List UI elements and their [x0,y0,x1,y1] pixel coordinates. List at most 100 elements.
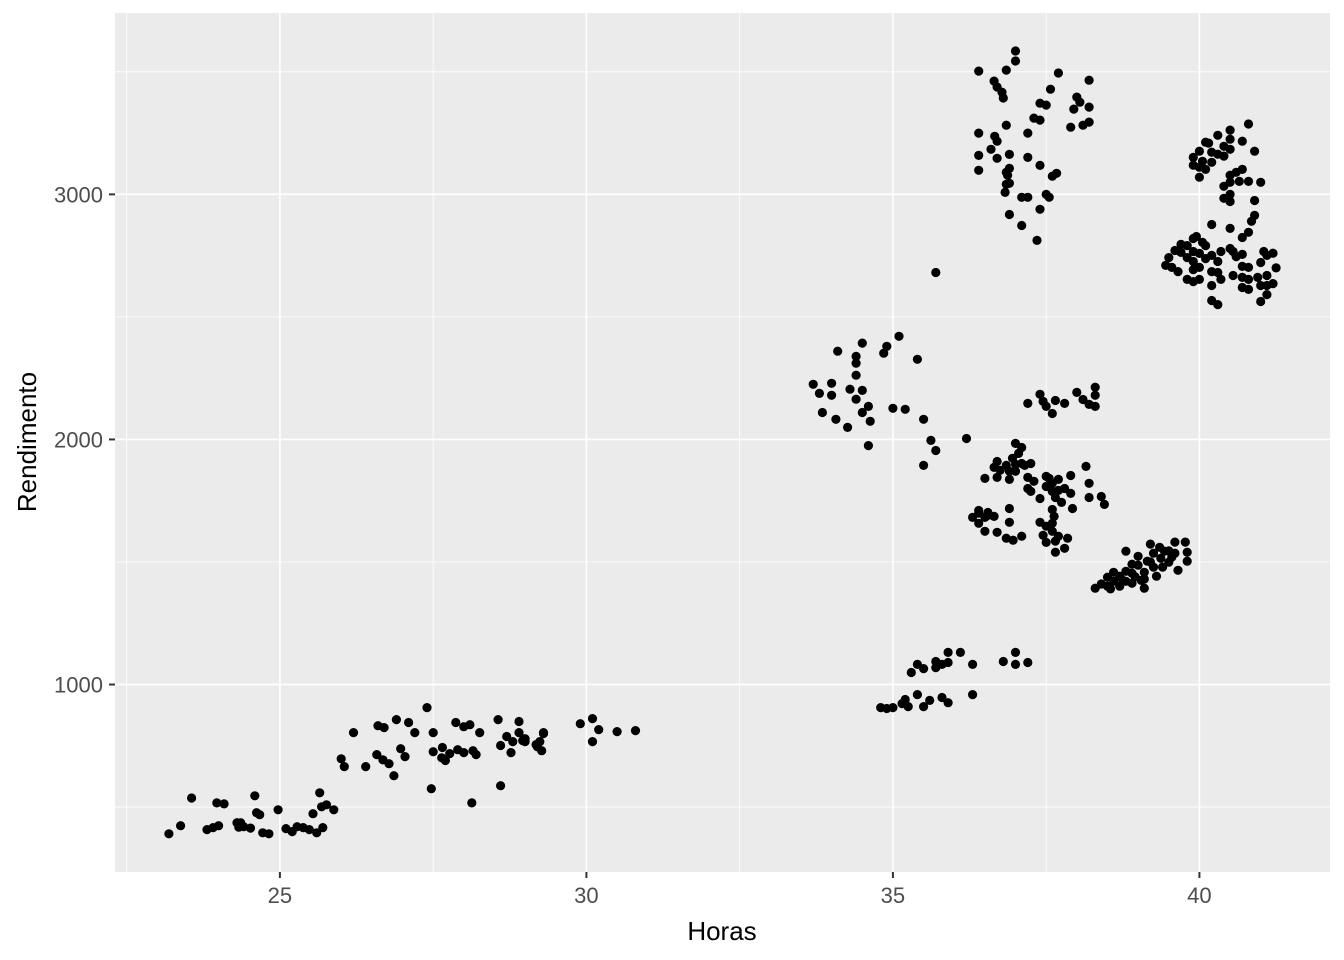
data-point [1053,531,1063,541]
data-point [1216,246,1226,257]
data-point [1188,256,1198,267]
data-point [475,728,485,738]
data-point [1035,115,1045,125]
data-point [1004,517,1015,527]
data-point [538,728,549,739]
data-point [440,755,450,766]
data-point [1262,270,1272,281]
data-point [906,667,916,678]
data-point [1084,478,1094,488]
x-axis-title: Horas [687,916,756,946]
data-point [1228,270,1238,281]
data-point [1194,274,1204,284]
data-point [1014,448,1024,458]
data-point [943,647,953,658]
data-point [1170,548,1180,558]
data-point [264,829,274,839]
y-tick-label: 2000 [54,427,103,452]
data-point [506,748,516,758]
data-point [974,128,984,138]
data-point [1081,461,1091,471]
data-point [1078,120,1088,130]
data-point [1256,177,1266,187]
data-point [396,744,406,754]
major-gridlines [115,13,1330,872]
data-point [1243,262,1254,272]
data-point [329,805,339,815]
data-point [1207,157,1217,167]
data-point [391,715,401,725]
y-tick-label: 3000 [54,182,103,207]
data-point [1026,458,1036,469]
data-point [1017,531,1027,541]
data-point [1023,152,1033,162]
data-point [943,698,953,708]
data-point [459,748,469,758]
data-point [1246,216,1257,226]
data-point [1008,535,1018,545]
data-point [1045,84,1056,94]
data-point [986,144,996,154]
data-point [900,404,910,414]
data-point [1096,491,1106,502]
data-point [1050,547,1060,557]
data-point [304,825,314,835]
data-point [1256,257,1266,268]
data-point [857,407,867,418]
data-point [992,527,1002,537]
data-point [1256,296,1266,307]
data-point [1225,196,1235,207]
data-point [1029,476,1039,486]
data-point [857,338,867,348]
data-point [400,752,410,762]
data-point [1213,300,1223,310]
data-point [1207,250,1217,260]
data-point [422,703,432,713]
y-tick-label: 1000 [54,673,103,698]
x-tick-label: 35 [881,883,905,908]
data-point [445,749,455,759]
data-point [1069,104,1079,114]
data-point [404,717,414,728]
data-point [255,810,265,820]
data-point [1225,134,1235,144]
data-point [1035,160,1045,170]
data-point [1017,220,1027,231]
data-point [532,742,543,752]
data-point [919,460,929,470]
data-point [1010,647,1021,658]
data-point [1047,526,1057,536]
data-point [514,728,524,738]
data-point [1084,102,1094,112]
data-point [831,414,841,424]
data-point [212,798,222,808]
data-point [1056,497,1067,507]
data-point [980,526,990,536]
data-point [1182,241,1192,251]
data-point [1049,511,1059,521]
data-point [919,702,929,712]
data-point [336,754,346,764]
data-point [1010,659,1021,670]
data-point [1084,75,1094,85]
data-point [467,798,477,808]
data-point [1201,241,1211,251]
data-point [575,719,585,729]
data-point [1201,164,1211,174]
data-point [1225,223,1235,233]
data-point [250,791,260,801]
data-point [1243,284,1254,294]
data-point [1182,556,1192,566]
data-point [843,422,853,432]
data-point [888,703,898,713]
data-point [1194,146,1204,156]
data-point [214,821,224,831]
data-point [879,348,889,358]
data-point [1003,170,1013,180]
data-point [1004,178,1015,188]
data-point [1194,172,1204,182]
data-point [594,725,604,735]
data-point [1000,187,1010,197]
data-point [1026,486,1036,496]
data-point [1047,408,1057,419]
